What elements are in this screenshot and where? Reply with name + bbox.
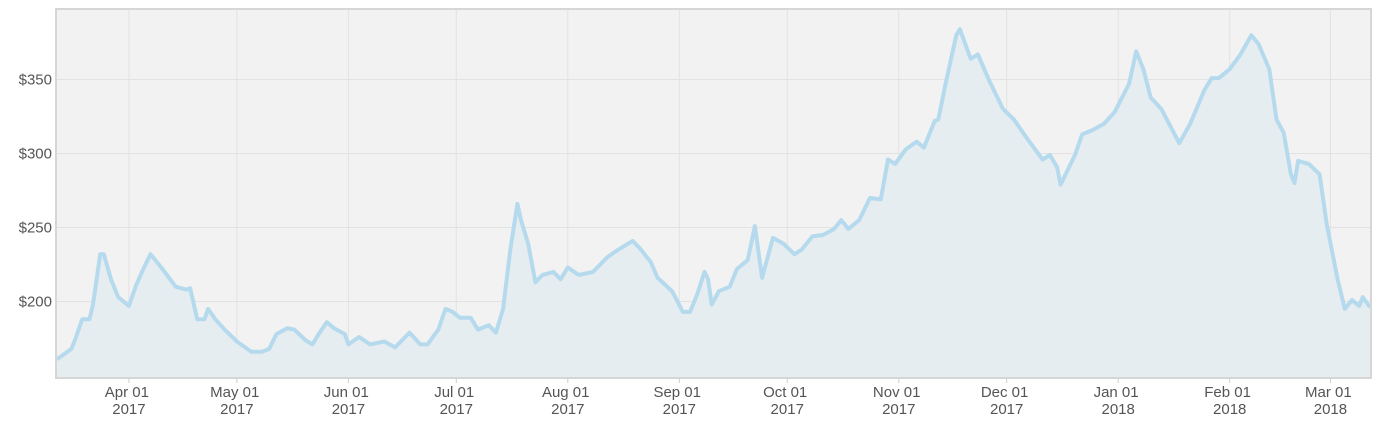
y-tick-label: $250	[19, 220, 52, 237]
x-tick-label-line: 2017	[551, 401, 584, 418]
x-tick-label-line: Jan 01	[1094, 384, 1143, 401]
y-tick-label: $350	[19, 72, 52, 89]
x-tick-label-line: Feb 01	[1204, 384, 1255, 401]
x-tick-label-line: 2017	[440, 401, 473, 418]
x-tick-label-line: Aug 01	[542, 384, 594, 401]
x-tick-label-line: 2017	[882, 401, 915, 418]
x-tick-label-line: Nov 01	[873, 384, 925, 401]
x-tick-label-line: May 01	[210, 384, 263, 401]
x-tick-label: Feb 01 2018	[1204, 384, 1255, 418]
x-tick-label: Jun 01 2017	[324, 384, 373, 418]
x-tick-label: Oct 01 2017	[763, 384, 811, 418]
x-tick-label-line: Apr 01	[105, 384, 153, 401]
x-tick-label: Nov 01 2017	[873, 384, 925, 418]
x-tick-label-line: Jul 01	[434, 384, 478, 401]
y-tick-label: $300	[19, 146, 52, 163]
line	[55, 27, 1372, 361]
x-tick-label: Mar 01 2018	[1305, 384, 1356, 418]
y-tick-label: $200	[19, 294, 52, 311]
plot-border	[55, 8, 1372, 379]
x-tick-label: Aug 01 2017	[542, 384, 594, 418]
x-tick-label: Jul 01 2017	[434, 384, 478, 418]
x-tick-label: Sep 01 2017	[653, 384, 705, 418]
x-tick-label-line: Jun 01	[324, 384, 373, 401]
x-tick-label-line: 2018	[1213, 401, 1246, 418]
x-tick-label-line: 2017	[771, 401, 804, 418]
area-fill	[57, 29, 1370, 377]
x-tick-label-line: 2017	[220, 401, 253, 418]
x-tick-label: Jan 01 2018	[1094, 384, 1143, 418]
x-tick-label: Apr 01 2017	[105, 384, 153, 418]
x-tick-label-line: 2018	[1102, 401, 1135, 418]
x-tick-label-line: 2017	[332, 401, 365, 418]
x-tick-label-line: Sep 01	[653, 384, 705, 401]
x-tick-label-line: 2018	[1314, 401, 1347, 418]
x-tick-label: May 01 2017	[210, 384, 263, 418]
x-tick-label-line: Dec 01	[981, 384, 1033, 401]
x-tick-label-line: 2017	[663, 401, 696, 418]
x-tick-label-line: Oct 01	[763, 384, 811, 401]
x-tick-label-line: 2017	[990, 401, 1023, 418]
x-tick-label-line: 2017	[112, 401, 145, 418]
x-tick-label-line: Mar 01	[1305, 384, 1356, 401]
x-tick-label: Dec 01 2017	[981, 384, 1033, 418]
